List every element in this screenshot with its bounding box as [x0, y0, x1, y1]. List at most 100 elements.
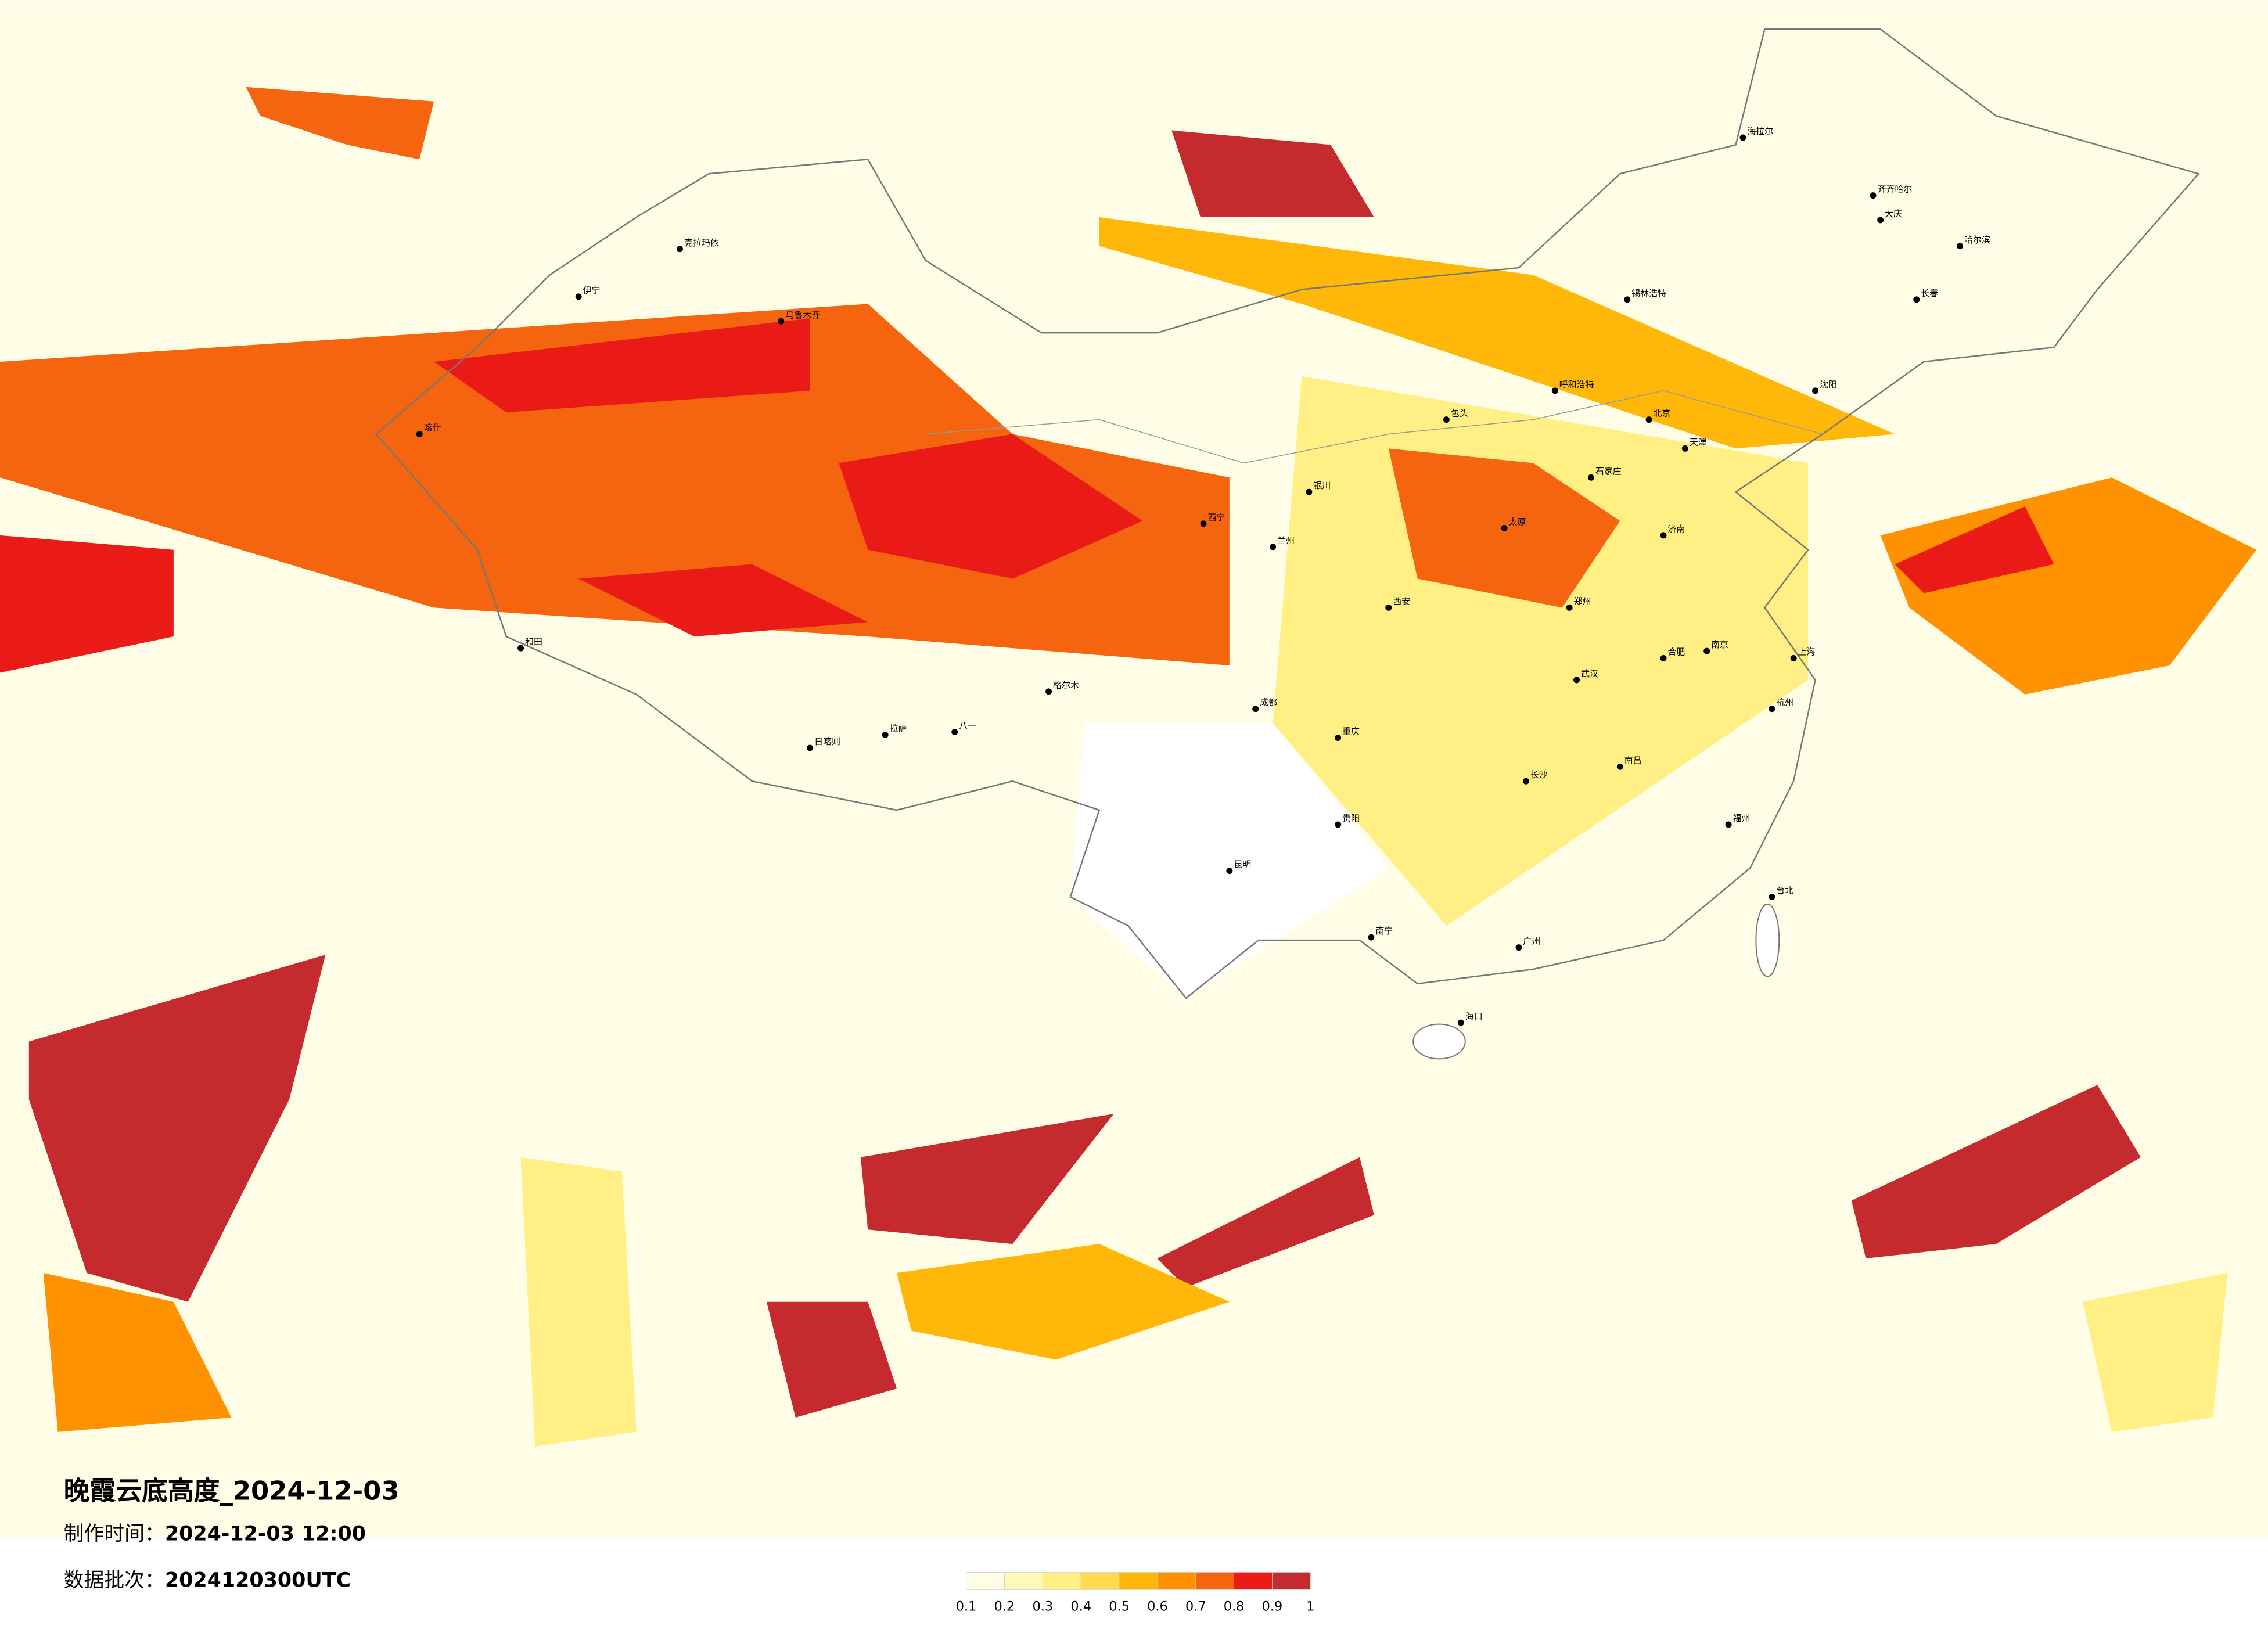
city-dot: [1957, 243, 1964, 250]
city-dot: [1739, 134, 1746, 141]
colorbar: 0.1 0.2 0.3 0.4 0.5 0.6 0.7 0.8 0.9 1: [956, 1572, 1314, 1614]
city-label: 伊宁: [583, 285, 601, 296]
colorbar-swatch: [1119, 1572, 1158, 1590]
city-label: 拉萨: [890, 724, 907, 734]
city-label: 银川: [1313, 480, 1331, 491]
city-label: 北京: [1654, 408, 1671, 419]
city-dot: [807, 744, 814, 751]
city-label: 上海: [1798, 647, 1816, 657]
city-label: 南宁: [1375, 926, 1393, 936]
city-label: 哈尔滨: [1964, 235, 1990, 245]
city-dot: [1877, 217, 1884, 224]
city-label: 八一: [959, 721, 976, 731]
cloud-patch: [2083, 1272, 2228, 1432]
city-label: 包头: [1451, 408, 1468, 419]
cloud-patch: [0, 304, 1230, 665]
city-dot: [1703, 647, 1710, 654]
city-dot: [1587, 474, 1594, 481]
city-label: 西安: [1393, 596, 1410, 606]
city-label: 锡林浩特: [1631, 288, 1666, 298]
city-dot: [1270, 544, 1277, 551]
city-label: 齐齐哈尔: [1878, 184, 1913, 195]
city-label: 重庆: [1342, 726, 1360, 737]
city-label: 西宁: [1208, 512, 1225, 523]
city-label: 广州: [1523, 936, 1540, 947]
city-label: 太原: [1509, 516, 1526, 527]
country-border: [375, 28, 2200, 999]
city-label: 呼和浩特: [1559, 379, 1594, 390]
city-label: 海拉尔: [1747, 126, 1773, 136]
city-dot: [1660, 655, 1667, 662]
city-dot: [951, 729, 958, 736]
city-label: 台北: [1776, 885, 1793, 895]
colorbar-tick-label: 0.2: [994, 1599, 1015, 1614]
colorbar-tick-label: 0.3: [1033, 1599, 1054, 1614]
city-dot: [1515, 944, 1522, 951]
city-label: 杭州: [1776, 697, 1793, 708]
city-label: 大庆: [1885, 208, 1902, 219]
cloud-patch: [766, 1301, 897, 1418]
batch-label: 数据批次：: [64, 1569, 165, 1592]
made-time: 2024-12-03 12:00: [165, 1523, 366, 1546]
city-label: 天津: [1690, 437, 1707, 447]
map-title: 晚霞云底高度_2024-12-03: [64, 1476, 400, 1506]
city-dot: [1226, 868, 1233, 875]
city-label: 长春: [1921, 288, 1938, 298]
made-line: 制作时间：2024-12-03 12:00: [64, 1523, 366, 1546]
city-dot: [1913, 296, 1920, 303]
colorbar-swatch: [1004, 1572, 1043, 1590]
cloud-patch: [1895, 506, 2054, 593]
city-dot: [1200, 520, 1207, 527]
colorbar-tick-label: 0.4: [1070, 1599, 1091, 1614]
colorbar-swatch: [1080, 1572, 1120, 1590]
cloud-patch: [839, 434, 1143, 579]
province-border: [925, 390, 1823, 464]
city-label: 兰州: [1277, 535, 1295, 546]
city-dot: [1252, 706, 1259, 713]
city-label: 沈阳: [1820, 379, 1837, 390]
colorbar-tick-label: 0.1: [956, 1599, 977, 1614]
city-dot: [1501, 524, 1508, 531]
colorbar-tick-label: 0.8: [1224, 1599, 1245, 1614]
cloud-patch: [246, 87, 434, 160]
city-dot: [1790, 655, 1797, 662]
cloud-patch: [1099, 217, 1895, 449]
cloud-patch: [43, 1272, 232, 1432]
city-dot: [517, 645, 524, 652]
city-label: 武汉: [1581, 668, 1598, 679]
city-label: 贵阳: [1342, 813, 1360, 823]
city-dot: [882, 732, 889, 738]
city-dot: [1645, 416, 1652, 423]
city-dot: [1306, 488, 1313, 495]
colorbar-tick-label: 0.5: [1109, 1599, 1130, 1614]
city-label: 郑州: [1574, 596, 1591, 606]
city-label: 南昌: [1624, 755, 1642, 765]
cloud-patch: [1070, 723, 1389, 998]
colorbar-tick-label: 1: [1306, 1599, 1314, 1614]
batch-value: 2024120300UTC: [165, 1569, 351, 1592]
city-label: 克拉玛依: [684, 238, 719, 248]
cloud-patch: [897, 1244, 1230, 1360]
city-dot: [1522, 778, 1529, 785]
city-dot: [1624, 296, 1631, 303]
city-dot: [1725, 821, 1732, 828]
colorbar-tick-label: 0.7: [1185, 1599, 1206, 1614]
city-label: 南京: [1711, 639, 1728, 650]
city-dot: [1335, 821, 1342, 828]
city-label: 和田: [525, 636, 542, 647]
city-dot: [1573, 677, 1580, 684]
colorbar-swatch: [1272, 1572, 1311, 1590]
hainan: [1412, 1023, 1466, 1060]
city-dot: [1812, 387, 1818, 394]
city-dot: [1769, 893, 1775, 900]
cloud-patch: [578, 564, 868, 637]
city-dot: [1566, 604, 1573, 611]
colorbar-tick-label: 0.9: [1262, 1599, 1283, 1614]
city-dot: [778, 318, 785, 325]
cloud-patch: [0, 535, 174, 673]
city-dot: [677, 246, 683, 253]
cloud-patch: [28, 955, 326, 1302]
city-label: 日喀则: [814, 736, 840, 747]
city-dot: [1368, 934, 1375, 941]
